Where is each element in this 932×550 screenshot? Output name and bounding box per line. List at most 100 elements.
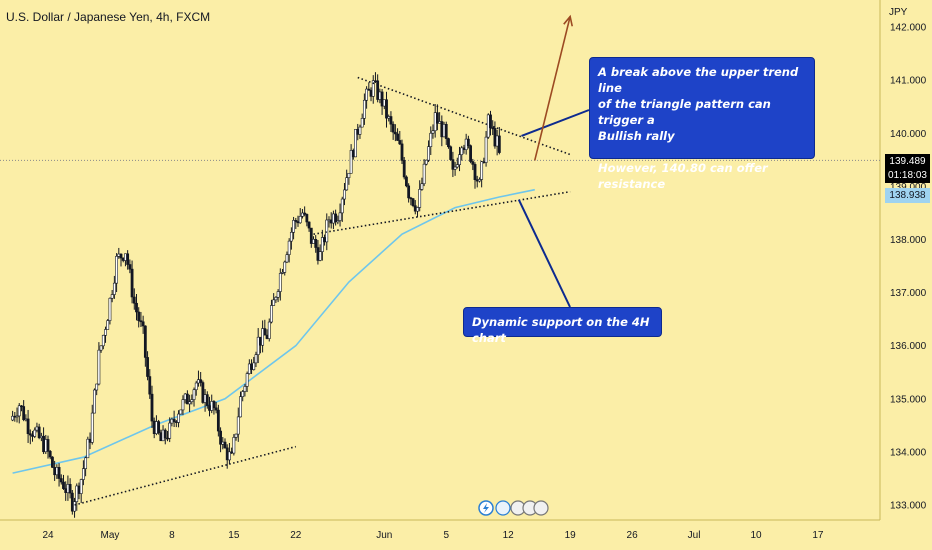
candle [307, 221, 311, 232]
candle [400, 139, 404, 165]
candle [108, 297, 112, 325]
candle [270, 299, 273, 324]
candle [33, 427, 37, 439]
candle [351, 148, 355, 160]
candle [369, 87, 373, 102]
trend-line-lower-support-may[interactable] [74, 445, 297, 506]
callout-resistance[interactable]: A break above the upper trend line of th… [589, 57, 815, 191]
candle [405, 175, 408, 188]
price-tick-label: 141.000 [890, 76, 927, 87]
candle [491, 120, 495, 136]
candle [261, 320, 265, 353]
time-tick-label: 19 [565, 530, 577, 541]
candle [449, 145, 453, 161]
candle [150, 385, 154, 428]
time-tick-label: 22 [290, 530, 302, 541]
candle [358, 124, 362, 139]
candle [431, 124, 435, 139]
candles [11, 72, 501, 518]
candle [192, 387, 196, 407]
candle [79, 478, 83, 504]
candle [402, 156, 406, 180]
time-tick-label: 10 [750, 530, 762, 541]
callout-resistance-line-2: of the triangle pattern can trigger a [598, 97, 771, 127]
time-tick-label: 12 [503, 530, 515, 541]
candle [349, 144, 353, 174]
candle [119, 253, 123, 267]
candle [26, 409, 30, 443]
candle [427, 140, 430, 163]
candle [298, 208, 302, 224]
candle [292, 216, 295, 240]
candle [442, 121, 446, 138]
flag-icon[interactable] [495, 500, 511, 516]
candle [223, 438, 227, 449]
candle [44, 434, 48, 455]
candle [24, 414, 28, 422]
candle [143, 325, 147, 367]
candle [464, 133, 468, 155]
candle [495, 129, 499, 156]
candle [356, 123, 360, 141]
callout-support[interactable]: Dynamic support on the 4H chart [463, 307, 662, 345]
candle [287, 238, 291, 263]
candle [365, 86, 369, 109]
price-tick-label: 142.000 [890, 23, 927, 34]
candle [272, 293, 276, 306]
candle [93, 388, 96, 414]
candle [387, 114, 391, 122]
candle [188, 394, 192, 413]
candle [462, 144, 466, 154]
candle [303, 206, 307, 217]
candle [219, 427, 222, 453]
candle [283, 260, 287, 276]
candle [360, 113, 364, 128]
candle [250, 359, 253, 374]
event-icon-3[interactable] [533, 500, 549, 516]
candle [185, 390, 189, 405]
candle [486, 113, 490, 139]
candle [471, 158, 475, 171]
price-axis-area[interactable] [880, 0, 932, 550]
candle [234, 433, 238, 441]
candle [396, 128, 399, 141]
trend-line-triangle-lower[interactable] [313, 190, 571, 235]
candle [64, 481, 68, 501]
candle [216, 404, 220, 437]
candle [183, 393, 187, 404]
candle [393, 124, 397, 142]
candle [296, 215, 300, 227]
candle [447, 137, 450, 149]
candle [343, 182, 346, 206]
time-axis-area[interactable] [0, 520, 880, 550]
candle [433, 104, 437, 138]
time-tick-label: 24 [42, 530, 54, 541]
candle [115, 253, 118, 293]
candle [59, 474, 63, 485]
candle [221, 437, 225, 450]
candle [106, 319, 110, 330]
candle [110, 289, 114, 303]
candle [190, 394, 194, 405]
candle [117, 247, 121, 259]
candle [453, 161, 457, 176]
candle [336, 215, 340, 225]
candle [51, 456, 54, 468]
candle [376, 74, 380, 103]
candle [338, 203, 342, 227]
candle [166, 430, 169, 442]
callout-resistance-note: However, 140.80 can offer resistance [598, 161, 768, 191]
price-tick-label: 138.000 [890, 235, 927, 246]
candle [429, 126, 433, 156]
candle [86, 436, 90, 459]
chart-title: U.S. Dollar / Japanese Yen, 4h, FXCM [6, 10, 211, 24]
trend-line-triangle-upper[interactable] [357, 76, 571, 156]
lightning-glyph [483, 503, 489, 513]
time-tick-label: Jul [688, 530, 701, 541]
candle [13, 411, 17, 422]
candle [241, 390, 245, 402]
candle [15, 407, 19, 423]
candle [73, 497, 76, 518]
candle [11, 410, 15, 422]
indicator-badges[interactable] [478, 500, 549, 516]
